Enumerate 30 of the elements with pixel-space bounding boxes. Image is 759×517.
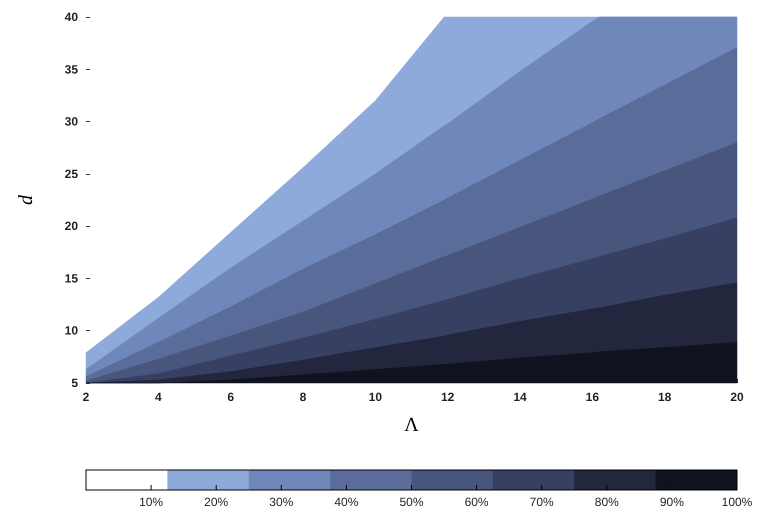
x-axis-title: Λ: [404, 414, 420, 436]
x-tick-label: 18: [658, 390, 672, 404]
y-axis-title: d: [15, 194, 37, 205]
color-bar-label: 50%: [399, 495, 424, 509]
y-tick-label: 40: [64, 10, 78, 24]
y-tick-label: 35: [64, 62, 78, 76]
x-tick-label: 12: [440, 390, 455, 404]
color-bar-label: 70%: [530, 495, 554, 509]
color-bar-label: 60%: [464, 495, 489, 509]
color-bar-label: 40%: [334, 495, 359, 509]
y-tick-label: 10: [64, 324, 78, 338]
color-bar-label: 10%: [139, 495, 164, 509]
color-bar-label: 90%: [660, 495, 684, 509]
y-tick-label: 5: [71, 376, 78, 390]
x-tick-label: 14: [513, 390, 527, 404]
x-tick-label: 4: [154, 390, 162, 404]
color-bar-label: 30%: [269, 495, 294, 509]
y-tick-label: 15: [64, 271, 78, 286]
x-tick-label: 16: [586, 390, 600, 404]
x-tick-label: 8: [300, 390, 307, 404]
y-tick-label: 20: [64, 219, 78, 234]
x-tick-label: 20: [730, 390, 744, 404]
y-tick-label: 30: [64, 114, 78, 129]
color-bar-label: 80%: [594, 495, 620, 509]
color-bar-label: 100%: [722, 495, 753, 509]
color-bar-label: 20%: [204, 495, 229, 509]
x-tick-label: 10: [368, 390, 382, 404]
x-tick-label: 2: [82, 390, 90, 404]
y-tick-label: 25: [64, 166, 78, 181]
x-tick-label: 6: [227, 390, 234, 404]
